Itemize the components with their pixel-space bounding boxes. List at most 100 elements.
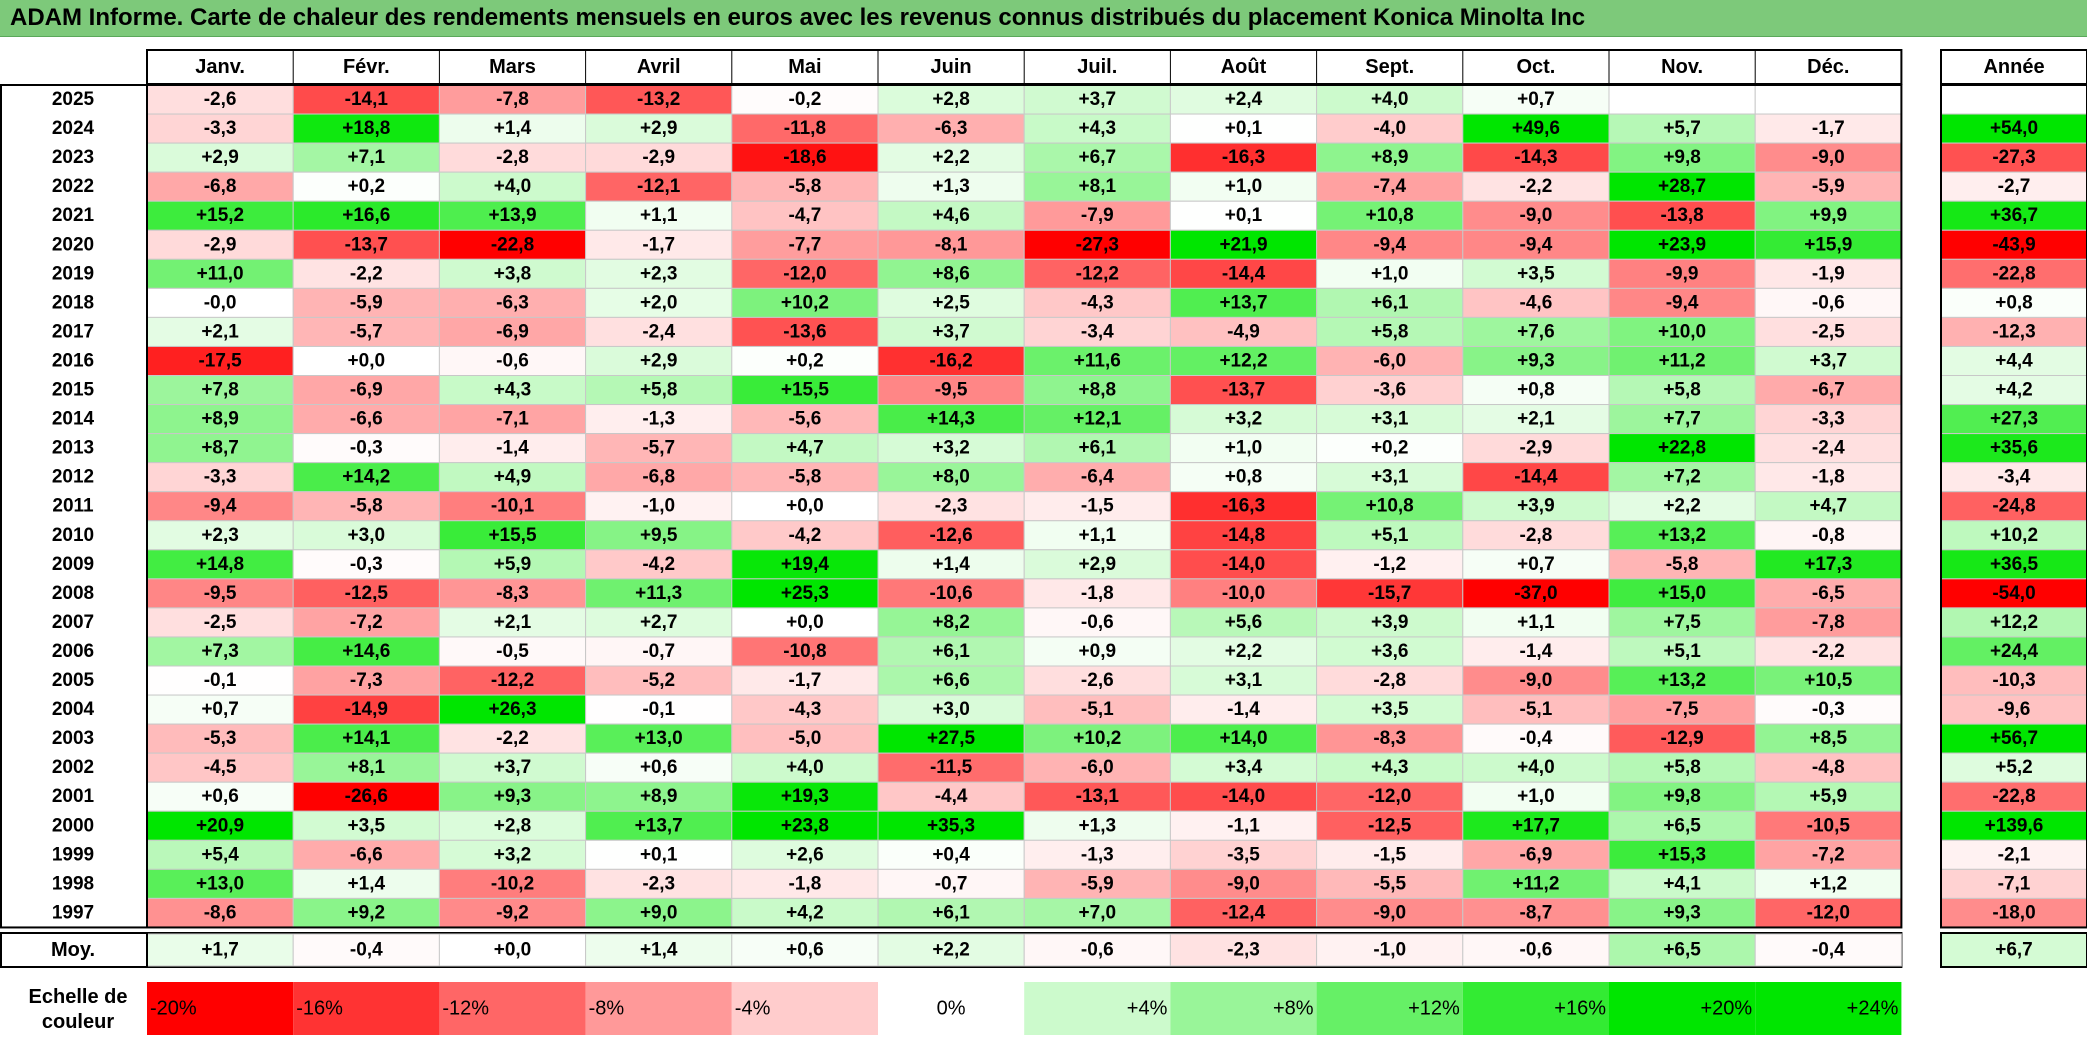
heatmap-cell (438, 113, 587, 144)
annual-value: +24,4 (1990, 641, 2039, 662)
cell-value: -2,8 (1520, 525, 1553, 546)
cell-value: +8,1 (348, 757, 386, 778)
heatmap-cell (438, 142, 587, 173)
heatmap-cell (731, 578, 879, 609)
cell-value: -2,2 (496, 728, 529, 749)
heatmap-cell (1023, 229, 1171, 260)
cell-value: +20,9 (196, 815, 244, 836)
heatmap-cell (1023, 287, 1171, 318)
cell-value: -4,4 (935, 786, 968, 807)
cell-value: -6,6 (350, 844, 383, 865)
heatmap-cell (1608, 113, 1756, 144)
cell-value: -6,8 (204, 176, 237, 197)
annual-value: -43,9 (1992, 234, 2035, 255)
month-header: Sept. (1365, 56, 1414, 78)
scale-swatch (439, 982, 586, 1035)
cell-value: -0,6 (496, 350, 529, 371)
cell-value: +25,3 (781, 583, 829, 604)
cell-value: +10,2 (1073, 728, 1121, 749)
cell-value: -10,6 (929, 583, 972, 604)
cell-value: -6,0 (1373, 350, 1406, 371)
heatmap-cell (1608, 752, 1756, 783)
heatmap-cell (1608, 84, 1756, 115)
cell-value: +2,3 (640, 263, 678, 284)
average-value: -0,4 (1812, 940, 1845, 961)
cell-value: +13,2 (1658, 670, 1706, 691)
cell-value: +6,1 (1371, 292, 1409, 313)
cell-value: +1,1 (1079, 525, 1117, 546)
month-header: Juil. (1077, 56, 1117, 78)
cell-value: +2,9 (201, 147, 239, 168)
cell-value: -1,1 (1227, 815, 1260, 836)
heatmap-cell (1023, 404, 1171, 435)
heatmap-cell (1169, 520, 1318, 551)
cell-value: +8,9 (201, 409, 239, 430)
heatmap-cell (1754, 752, 1902, 783)
cell-value: -1,7 (1812, 118, 1845, 139)
year-label: 2002 (52, 757, 94, 778)
cell-value: -26,6 (345, 786, 388, 807)
cell-value: +1,0 (1517, 786, 1555, 807)
scale-swatch (147, 982, 294, 1035)
average-cell (877, 933, 1025, 967)
heatmap-cell (292, 113, 440, 144)
annual-cell (1940, 258, 2087, 289)
cell-value: +7,2 (1663, 467, 1701, 488)
cell-value: +2,6 (786, 844, 824, 865)
heatmap-cell (146, 287, 294, 318)
year-label: 2017 (52, 321, 94, 342)
cell-value: -16,2 (929, 350, 972, 371)
heatmap-cell (1316, 549, 1464, 580)
heatmap-cell (731, 404, 879, 435)
heatmap-cell (292, 665, 440, 696)
heatmap-cell (585, 868, 733, 899)
heatmap-cell (877, 200, 1025, 231)
heatmap-cell (146, 607, 294, 638)
heatmap-cell (438, 781, 587, 812)
heatmap-cell (877, 723, 1025, 754)
cell-value: -2,6 (204, 89, 237, 110)
heatmap-cell (585, 171, 733, 202)
cell-value: +17,7 (1512, 815, 1560, 836)
cell-value: -3,6 (1373, 380, 1406, 401)
grid-border (0, 84, 1903, 929)
heatmap-cell (877, 752, 1025, 783)
heatmap-cell (1754, 549, 1902, 580)
cell-value: -5,8 (789, 467, 822, 488)
cell-value: -14,3 (1514, 147, 1557, 168)
average-cell (1608, 933, 1756, 967)
heatmap-cell (438, 375, 587, 406)
annual-value: -2,1 (1998, 844, 2031, 865)
cell-value: +3,2 (1225, 409, 1263, 430)
heatmap-cell (1023, 723, 1171, 754)
heatmap-cell (585, 607, 733, 638)
cell-value: +9,2 (348, 902, 386, 923)
cell-value: -9,4 (1520, 234, 1553, 255)
year-label: 2000 (52, 815, 94, 836)
cell-value: -3,4 (1081, 321, 1114, 342)
cell-value: +11,2 (1512, 873, 1559, 894)
cell-value: +3,7 (1079, 89, 1117, 110)
heatmap-cell (877, 229, 1025, 260)
cell-value: +0,6 (201, 786, 239, 807)
cell-value: +3,9 (1517, 496, 1555, 517)
heatmap-cell (585, 113, 733, 144)
cell-value: -8,1 (935, 234, 968, 255)
heatmap-cell (1754, 84, 1902, 115)
heatmap-cell (731, 113, 879, 144)
heatmap-cell (1316, 578, 1464, 609)
heatmap-cell (585, 462, 733, 493)
average-value: +1,7 (201, 940, 239, 961)
year-label: 2012 (52, 467, 94, 488)
annual-value: -54,0 (1992, 583, 2035, 604)
heatmap-cell (585, 258, 733, 289)
annual-value: +139,6 (1985, 815, 2044, 836)
cell-value: -3,3 (204, 467, 237, 488)
cell-value: +4,0 (494, 176, 532, 197)
heatmap-cell (1608, 491, 1756, 522)
cell-value: -6,9 (496, 321, 529, 342)
cell-value: +2,1 (201, 321, 239, 342)
cell-value: -3,3 (1812, 409, 1845, 430)
cell-value: -1,0 (642, 496, 675, 517)
heatmap-cell (1316, 345, 1464, 377)
